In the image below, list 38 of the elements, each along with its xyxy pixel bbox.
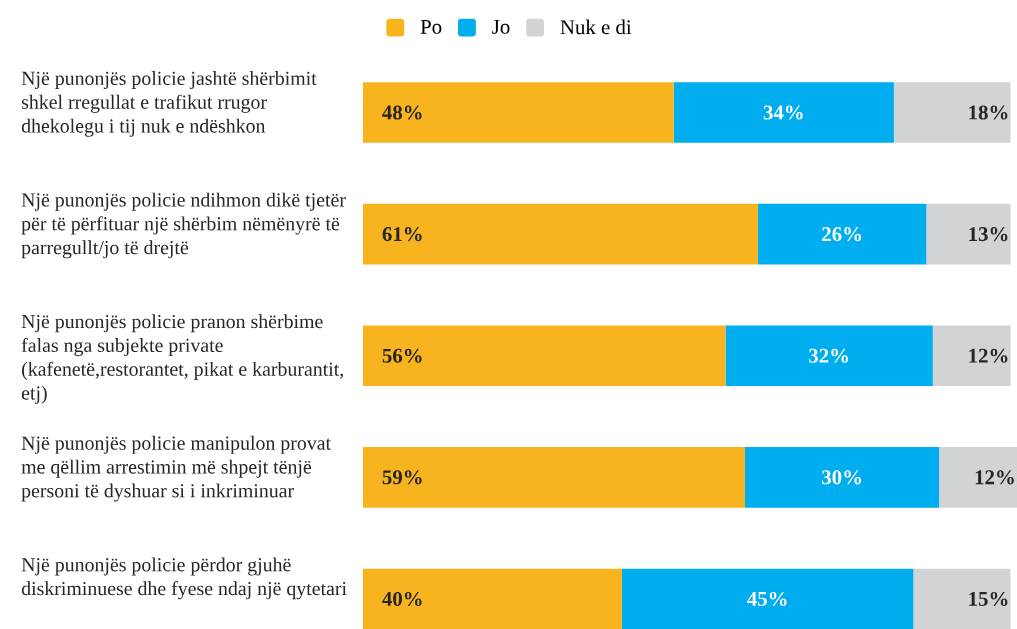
data-label: 45% <box>747 591 787 606</box>
data-label: 61% <box>382 226 422 242</box>
bar <box>621 568 914 629</box>
bar <box>913 568 1011 629</box>
data-label: 15% <box>969 591 1008 606</box>
y-tick-label: Një punonjës policie jashtë shërbimit shkel rregullat e trafikut rrugor dhekolegu i tij nuk e ndëshkon <box>21 70 317 137</box>
y-tick-label: Një punonjës policie ndihmon dikë tjetër për të përfituar një shërbim nëmënyrë të parregullt/jo të drejtë <box>21 192 346 259</box>
y-tick-label: Një punonjës policie pranon shërbime falas nga subjekte private (kafenetë,restorantet, pikat e karburantit, etj) <box>21 314 343 404</box>
data-label: 34% <box>763 105 803 120</box>
data-label: 56% <box>382 348 422 363</box>
bar <box>757 203 927 265</box>
bar <box>673 82 894 143</box>
bar <box>893 82 1011 143</box>
data-label: 48% <box>382 105 422 120</box>
data-label: 12% <box>975 470 1014 485</box>
legend-label: Po <box>420 19 442 34</box>
bar <box>362 203 758 265</box>
bar <box>362 82 674 143</box>
data-label: 18% <box>969 105 1008 120</box>
legend-label: Nuk e di <box>560 19 632 35</box>
bar <box>362 325 726 386</box>
data-label: 30% <box>822 470 862 485</box>
bar <box>926 203 1011 265</box>
data-label: 32% <box>809 348 849 363</box>
bar <box>744 446 940 508</box>
data-label: 26% <box>822 226 862 242</box>
bar <box>362 568 622 629</box>
data-label: 40% <box>382 591 422 606</box>
legend-label: Jo <box>492 19 510 34</box>
data-label: 12% <box>969 348 1008 363</box>
y-tick-label: Një punonjës policie manipulon provat me qëllim arrestimin më shpejt tënjë personi të dyshuar si i inkriminuar <box>21 435 331 502</box>
bar <box>725 325 933 386</box>
bar <box>932 325 1011 386</box>
data-label: 59% <box>382 470 422 485</box>
bar <box>362 446 745 508</box>
bar <box>939 446 1017 508</box>
y-tick-label: Një punonjës policie përdor gjuhë diskriminuese dhe fyese ndaj një qytetari <box>21 557 347 600</box>
data-label: 13% <box>969 226 1008 242</box>
